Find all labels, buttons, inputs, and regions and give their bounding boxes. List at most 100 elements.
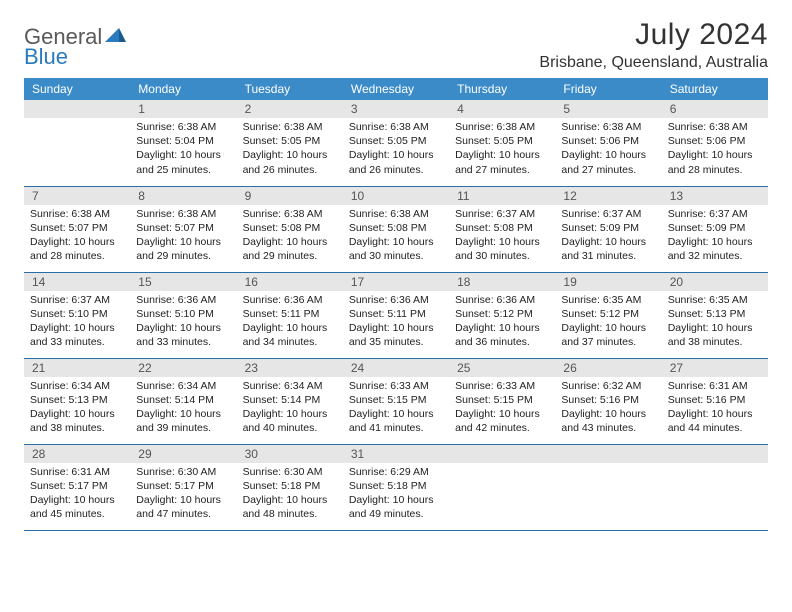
calendar-week-row: 7Sunrise: 6:38 AMSunset: 5:07 PMDaylight…	[24, 186, 768, 272]
calendar-day-cell: 25Sunrise: 6:33 AMSunset: 5:15 PMDayligh…	[449, 358, 555, 444]
day-number: 30	[237, 445, 343, 463]
calendar-week-row: 14Sunrise: 6:37 AMSunset: 5:10 PMDayligh…	[24, 272, 768, 358]
calendar-day-cell: 19Sunrise: 6:35 AMSunset: 5:12 PMDayligh…	[555, 272, 661, 358]
calendar-day-cell: 14Sunrise: 6:37 AMSunset: 5:10 PMDayligh…	[24, 272, 130, 358]
day-number: 14	[24, 273, 130, 291]
calendar-day-cell: 11Sunrise: 6:37 AMSunset: 5:08 PMDayligh…	[449, 186, 555, 272]
day-info: Sunrise: 6:35 AMSunset: 5:12 PMDaylight:…	[555, 291, 661, 354]
day-info: Sunrise: 6:34 AMSunset: 5:13 PMDaylight:…	[24, 377, 130, 440]
day-number: 24	[343, 359, 449, 377]
day-number-empty	[24, 100, 130, 118]
page-header: General July 2024 Brisbane, Queensland, …	[24, 18, 768, 72]
day-info: Sunrise: 6:38 AMSunset: 5:05 PMDaylight:…	[449, 118, 555, 181]
day-info: Sunrise: 6:29 AMSunset: 5:18 PMDaylight:…	[343, 463, 449, 526]
day-number: 2	[237, 100, 343, 118]
calendar-day-cell: 15Sunrise: 6:36 AMSunset: 5:10 PMDayligh…	[130, 272, 236, 358]
calendar-table: SundayMondayTuesdayWednesdayThursdayFrid…	[24, 78, 768, 531]
calendar-week-row: 21Sunrise: 6:34 AMSunset: 5:13 PMDayligh…	[24, 358, 768, 444]
weekday-header: Monday	[130, 78, 236, 100]
day-info: Sunrise: 6:37 AMSunset: 5:09 PMDaylight:…	[555, 205, 661, 268]
calendar-day-cell: 7Sunrise: 6:38 AMSunset: 5:07 PMDaylight…	[24, 186, 130, 272]
calendar-day-cell: 22Sunrise: 6:34 AMSunset: 5:14 PMDayligh…	[130, 358, 236, 444]
location-text: Brisbane, Queensland, Australia	[539, 54, 768, 72]
calendar-day-cell: 1Sunrise: 6:38 AMSunset: 5:04 PMDaylight…	[130, 100, 236, 186]
calendar-day-cell: 20Sunrise: 6:35 AMSunset: 5:13 PMDayligh…	[662, 272, 768, 358]
day-info: Sunrise: 6:36 AMSunset: 5:12 PMDaylight:…	[449, 291, 555, 354]
calendar-day-cell: 4Sunrise: 6:38 AMSunset: 5:05 PMDaylight…	[449, 100, 555, 186]
calendar-body: 1Sunrise: 6:38 AMSunset: 5:04 PMDaylight…	[24, 100, 768, 530]
calendar-day-cell: 13Sunrise: 6:37 AMSunset: 5:09 PMDayligh…	[662, 186, 768, 272]
day-info: Sunrise: 6:34 AMSunset: 5:14 PMDaylight:…	[237, 377, 343, 440]
day-number: 25	[449, 359, 555, 377]
weekday-header: Sunday	[24, 78, 130, 100]
day-number: 16	[237, 273, 343, 291]
day-info: Sunrise: 6:38 AMSunset: 5:05 PMDaylight:…	[343, 118, 449, 181]
calendar-day-cell	[555, 444, 661, 530]
day-number: 27	[662, 359, 768, 377]
day-number: 26	[555, 359, 661, 377]
calendar-day-cell: 8Sunrise: 6:38 AMSunset: 5:07 PMDaylight…	[130, 186, 236, 272]
calendar-day-cell	[24, 100, 130, 186]
calendar-day-cell: 28Sunrise: 6:31 AMSunset: 5:17 PMDayligh…	[24, 444, 130, 530]
day-info: Sunrise: 6:38 AMSunset: 5:08 PMDaylight:…	[343, 205, 449, 268]
calendar-week-row: 28Sunrise: 6:31 AMSunset: 5:17 PMDayligh…	[24, 444, 768, 530]
day-number-empty	[449, 445, 555, 463]
calendar-day-cell: 29Sunrise: 6:30 AMSunset: 5:17 PMDayligh…	[130, 444, 236, 530]
day-number: 17	[343, 273, 449, 291]
calendar-week-row: 1Sunrise: 6:38 AMSunset: 5:04 PMDaylight…	[24, 100, 768, 186]
day-info: Sunrise: 6:37 AMSunset: 5:10 PMDaylight:…	[24, 291, 130, 354]
day-info: Sunrise: 6:30 AMSunset: 5:18 PMDaylight:…	[237, 463, 343, 526]
logo-triangle-icon	[105, 26, 127, 49]
day-info: Sunrise: 6:38 AMSunset: 5:05 PMDaylight:…	[237, 118, 343, 181]
calendar-day-cell: 16Sunrise: 6:36 AMSunset: 5:11 PMDayligh…	[237, 272, 343, 358]
day-number: 7	[24, 187, 130, 205]
calendar-day-cell	[449, 444, 555, 530]
day-info: Sunrise: 6:37 AMSunset: 5:09 PMDaylight:…	[662, 205, 768, 268]
day-info: Sunrise: 6:36 AMSunset: 5:11 PMDaylight:…	[343, 291, 449, 354]
day-info: Sunrise: 6:38 AMSunset: 5:08 PMDaylight:…	[237, 205, 343, 268]
weekday-header: Saturday	[662, 78, 768, 100]
day-number: 1	[130, 100, 236, 118]
weekday-header: Tuesday	[237, 78, 343, 100]
day-info: Sunrise: 6:38 AMSunset: 5:06 PMDaylight:…	[662, 118, 768, 181]
calendar-day-cell: 27Sunrise: 6:31 AMSunset: 5:16 PMDayligh…	[662, 358, 768, 444]
weekday-header: Friday	[555, 78, 661, 100]
calendar-day-cell: 2Sunrise: 6:38 AMSunset: 5:05 PMDaylight…	[237, 100, 343, 186]
day-number: 20	[662, 273, 768, 291]
day-number: 15	[130, 273, 236, 291]
day-info: Sunrise: 6:35 AMSunset: 5:13 PMDaylight:…	[662, 291, 768, 354]
calendar-day-cell: 5Sunrise: 6:38 AMSunset: 5:06 PMDaylight…	[555, 100, 661, 186]
day-info: Sunrise: 6:34 AMSunset: 5:14 PMDaylight:…	[130, 377, 236, 440]
calendar-day-cell	[662, 444, 768, 530]
day-info: Sunrise: 6:36 AMSunset: 5:10 PMDaylight:…	[130, 291, 236, 354]
title-block: July 2024 Brisbane, Queensland, Australi…	[539, 18, 768, 72]
day-number: 11	[449, 187, 555, 205]
day-number: 29	[130, 445, 236, 463]
calendar-day-cell: 9Sunrise: 6:38 AMSunset: 5:08 PMDaylight…	[237, 186, 343, 272]
day-number: 3	[343, 100, 449, 118]
calendar-day-cell: 21Sunrise: 6:34 AMSunset: 5:13 PMDayligh…	[24, 358, 130, 444]
month-title: July 2024	[539, 18, 768, 52]
day-number: 4	[449, 100, 555, 118]
weekday-header: Wednesday	[343, 78, 449, 100]
calendar-day-cell: 17Sunrise: 6:36 AMSunset: 5:11 PMDayligh…	[343, 272, 449, 358]
day-number: 9	[237, 187, 343, 205]
weekday-header: Thursday	[449, 78, 555, 100]
calendar-day-cell: 6Sunrise: 6:38 AMSunset: 5:06 PMDaylight…	[662, 100, 768, 186]
day-number: 8	[130, 187, 236, 205]
day-info: Sunrise: 6:36 AMSunset: 5:11 PMDaylight:…	[237, 291, 343, 354]
day-number: 10	[343, 187, 449, 205]
calendar-day-cell: 23Sunrise: 6:34 AMSunset: 5:14 PMDayligh…	[237, 358, 343, 444]
day-number: 13	[662, 187, 768, 205]
day-number: 22	[130, 359, 236, 377]
logo-text-blue: Blue	[24, 44, 68, 69]
calendar-day-cell: 31Sunrise: 6:29 AMSunset: 5:18 PMDayligh…	[343, 444, 449, 530]
calendar-day-cell: 12Sunrise: 6:37 AMSunset: 5:09 PMDayligh…	[555, 186, 661, 272]
day-number: 6	[662, 100, 768, 118]
day-number-empty	[662, 445, 768, 463]
day-info: Sunrise: 6:33 AMSunset: 5:15 PMDaylight:…	[449, 377, 555, 440]
day-number: 21	[24, 359, 130, 377]
day-info: Sunrise: 6:38 AMSunset: 5:06 PMDaylight:…	[555, 118, 661, 181]
day-info: Sunrise: 6:31 AMSunset: 5:16 PMDaylight:…	[662, 377, 768, 440]
day-info: Sunrise: 6:30 AMSunset: 5:17 PMDaylight:…	[130, 463, 236, 526]
